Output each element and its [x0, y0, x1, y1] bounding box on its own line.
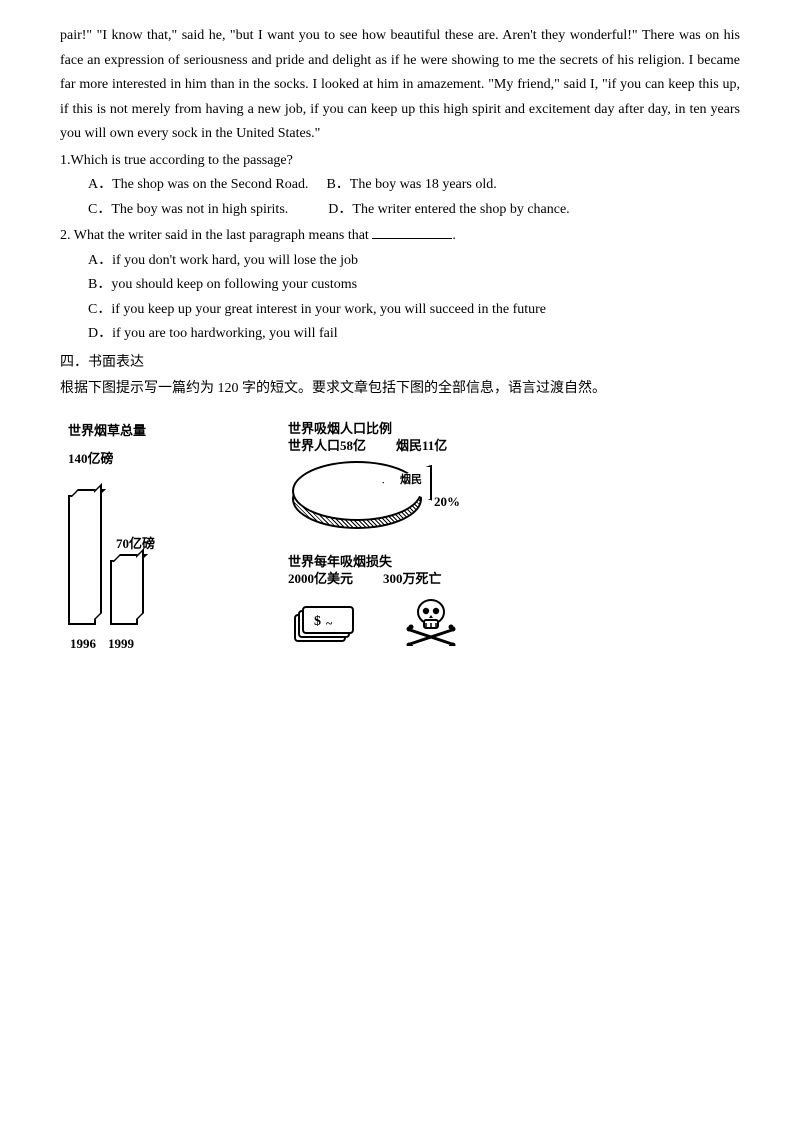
bar-year-axis: 1996 1999: [68, 633, 238, 656]
pie-title-2a: 世界人口58亿: [288, 437, 366, 455]
pie-percent-label: 20%: [434, 491, 460, 514]
bar-chart: 世界烟草总量 140亿磅 70亿磅 1996 1999: [68, 420, 238, 656]
q2-option-b: B．you should keep on following your cust…: [88, 273, 740, 298]
q2-stem: 2. What the writer said in the last para…: [60, 224, 740, 249]
loss-title-2a: 2000亿美元: [288, 570, 353, 588]
q1-option-c: C．The boy was not in high spirits.: [88, 198, 288, 223]
question-1: 1.Which is true according to the passage…: [60, 149, 740, 223]
year-1999: 1999: [108, 633, 134, 656]
bar-label-140: 140亿磅: [68, 448, 238, 471]
bar-label-70: 70亿磅: [116, 533, 155, 556]
q1-option-d: D．The writer entered the shop by chance.: [328, 198, 569, 223]
pie-slice-label: 烟民: [400, 471, 422, 490]
q1-option-b: B．The boy was 18 years old.: [326, 173, 496, 198]
loss-title-1: 世界每年吸烟损失: [288, 553, 588, 571]
infographic-area: 世界烟草总量 140亿磅 70亿磅 1996 1999 世界吸烟人口比例 世界人…: [60, 420, 740, 656]
loss-title-2b: 300万死亡: [383, 570, 442, 588]
q2-option-c: C．if you keep up your great interest in …: [88, 298, 740, 323]
q2-option-d: D．if you are too hardworking, you will f…: [88, 322, 740, 347]
reading-passage: pair!" "I know that," said he, "but I wa…: [60, 24, 740, 147]
pie-chart: 烟民 20%: [292, 461, 452, 541]
right-infographics: 世界吸烟人口比例 世界人口58亿 烟民11亿 烟民 20% 世界每年吸烟损失 2…: [288, 420, 588, 656]
bar-rect-1999: [110, 560, 138, 625]
bar-chart-title: 世界烟草总量: [68, 420, 238, 443]
bar-1999: [110, 560, 138, 625]
loss-titles: 世界每年吸烟损失 2000亿美元 300万死亡: [288, 553, 588, 588]
money-icon: $ ~: [294, 606, 354, 644]
pie-title-1: 世界吸烟人口比例: [288, 420, 588, 438]
year-1996: 1996: [70, 633, 96, 656]
q1-stem: 1.Which is true according to the passage…: [60, 149, 740, 174]
question-2: 2. What the writer said in the last para…: [60, 224, 740, 347]
section-4-title: 四．书面表达: [60, 351, 740, 376]
skull-icon: [404, 596, 458, 656]
loss-icons: $ ~: [288, 596, 588, 656]
blank-fill: [372, 225, 452, 239]
q2-option-a: A．if you don't work hard, you will lose …: [88, 249, 740, 274]
pie-top: [292, 461, 422, 521]
q1-option-a: A．The shop was on the Second Road.: [88, 173, 308, 198]
bar-1996: [68, 495, 96, 625]
pie-chart-titles: 世界吸烟人口比例 世界人口58亿 烟民11亿: [288, 420, 588, 455]
pie-title-2b: 烟民11亿: [396, 437, 447, 455]
writing-instruction: 根据下图提示写一篇约为 120 字的短文。要求文章包括下图的全部信息，语言过渡自…: [60, 377, 740, 402]
q2-stem-pre: 2. What the writer said in the last para…: [60, 228, 372, 243]
bar-rect-1996: [68, 495, 96, 625]
q2-stem-post: .: [452, 228, 456, 243]
